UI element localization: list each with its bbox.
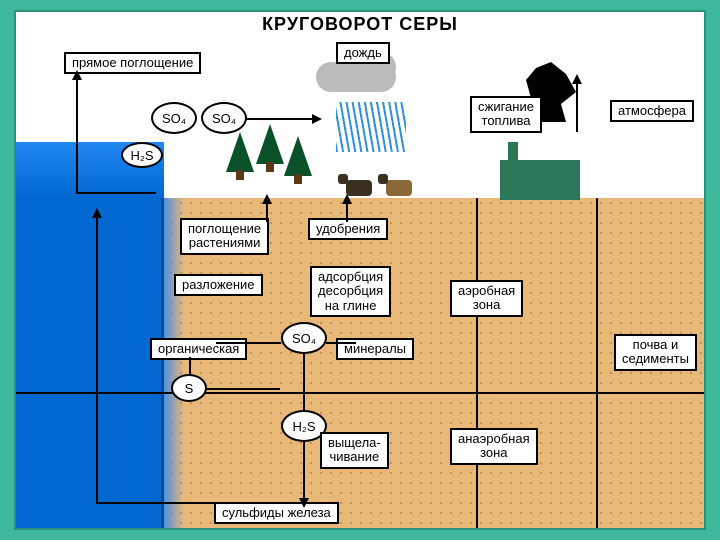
arrow (216, 342, 281, 344)
node-h2s: H₂S (121, 142, 163, 168)
arrow-head-icon (572, 74, 582, 84)
label-anaerobic-zone: анаэробная зона (450, 428, 538, 465)
arrow-head-icon (342, 194, 352, 204)
label-atmosphere: атмосфера (610, 100, 694, 122)
label-clay-sorption: адсорбция десорбция на глине (310, 266, 391, 317)
node-so4: SO₄ (201, 102, 247, 134)
arrow-head-icon (299, 498, 309, 508)
arrow (96, 212, 98, 502)
node-so4: SO₄ (281, 322, 327, 354)
label-rain: дождь (336, 42, 390, 64)
label-plant-absorption: поглощение растениями (180, 218, 269, 255)
arrow (246, 118, 316, 120)
factory-icon (500, 160, 580, 200)
water-region (16, 142, 164, 528)
tree-icon (256, 124, 284, 164)
label-direct-absorption: прямое поглощение (64, 52, 201, 74)
zone-divider (16, 392, 704, 394)
arrow (326, 342, 356, 344)
arrow (576, 82, 578, 132)
arrow (303, 442, 305, 502)
label-iron-sulfides: сульфиды железа (214, 502, 339, 524)
right-zone-vline (596, 198, 598, 528)
arrow (189, 357, 191, 375)
cow-icon (386, 180, 412, 196)
diagram-title: КРУГОВОРОТ СЕРЫ (262, 14, 458, 35)
arrow (76, 192, 156, 194)
node-so4: SO₄ (151, 102, 197, 134)
label-fertilizers: удобрения (308, 218, 388, 240)
label-aerobic-zone: аэробная зона (450, 280, 523, 317)
arrow-head-icon (72, 70, 82, 80)
node-s: S (171, 374, 207, 402)
label-decomposition: разложение (174, 274, 263, 296)
diagram-frame: КРУГОВОРОТ СЕРЫ SO₄ SO₄ H₂S SO₄ S H₂S пр… (14, 10, 706, 530)
arrow-head-icon (92, 208, 102, 218)
rain-icon (336, 102, 406, 152)
arrow (303, 354, 305, 410)
label-fuel-burning: сжигание топлива (470, 96, 542, 133)
mid-zone-vline (476, 198, 478, 528)
label-soil-sediments: почва и седименты (614, 334, 697, 371)
arrow-head-icon (262, 194, 272, 204)
arrow (76, 72, 78, 192)
tree-icon (226, 132, 254, 172)
tree-icon (284, 136, 312, 176)
arrow (96, 502, 216, 504)
arrow (206, 388, 280, 390)
arrow-head-icon (312, 114, 322, 124)
label-leaching: выщела- чивание (320, 432, 389, 469)
